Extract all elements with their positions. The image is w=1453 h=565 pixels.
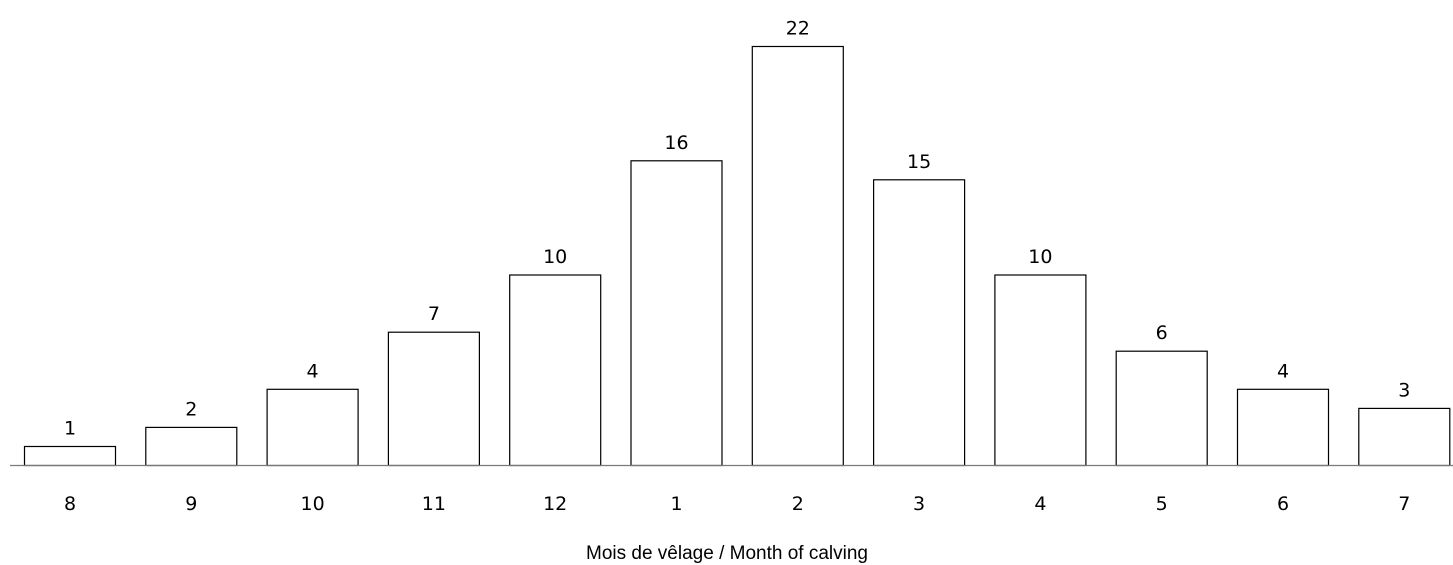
data-label-8: 1 xyxy=(64,418,76,440)
data-label-1: 16 xyxy=(664,132,688,154)
bar-11 xyxy=(387,331,480,467)
bar-10 xyxy=(266,388,359,467)
x-tick-label-1: 1 xyxy=(670,493,682,515)
bar-6 xyxy=(1236,388,1330,467)
data-label-9: 2 xyxy=(185,398,197,420)
data-label-12: 10 xyxy=(543,246,567,268)
data-label-5: 6 xyxy=(1156,322,1168,344)
bars-layer xyxy=(23,45,1451,467)
value-labels-layer: 1 2 4 7 10 16 22 15 10 6 4 3 xyxy=(64,18,1410,440)
bar-2 xyxy=(751,45,844,467)
x-tick-label-2: 2 xyxy=(792,493,804,515)
data-label-4: 10 xyxy=(1028,246,1052,268)
data-label-10: 4 xyxy=(307,360,319,382)
bar-5 xyxy=(1115,350,1208,467)
bar-4 xyxy=(994,274,1087,467)
x-tick-label-11: 11 xyxy=(422,493,446,515)
bar-12 xyxy=(509,274,602,467)
x-tick-label-7: 7 xyxy=(1398,493,1410,515)
x-tick-labels: 8 9 10 11 12 1 2 3 4 5 6 7 xyxy=(64,493,1410,515)
x-tick-label-9: 9 xyxy=(185,493,197,515)
x-tick-label-3: 3 xyxy=(913,493,925,515)
data-label-3: 15 xyxy=(907,151,931,173)
bar-7 xyxy=(1358,407,1451,467)
bar-1 xyxy=(630,160,723,467)
x-tick-label-8: 8 xyxy=(64,493,76,515)
data-label-11: 7 xyxy=(428,303,440,325)
x-tick-label-4: 4 xyxy=(1034,493,1046,515)
data-label-6: 4 xyxy=(1277,360,1289,382)
x-axis-label: Mois de vêlage / Month of calving xyxy=(586,543,868,564)
x-tick-label-5: 5 xyxy=(1156,493,1168,515)
x-tick-label-10: 10 xyxy=(301,493,325,515)
bar-3 xyxy=(872,179,966,467)
x-tick-label-12: 12 xyxy=(543,493,567,515)
bar-9 xyxy=(145,426,238,467)
bar-8 xyxy=(23,445,117,467)
x-tick-label-6: 6 xyxy=(1277,493,1289,515)
data-label-2: 22 xyxy=(786,18,810,40)
data-label-7: 3 xyxy=(1398,379,1410,401)
